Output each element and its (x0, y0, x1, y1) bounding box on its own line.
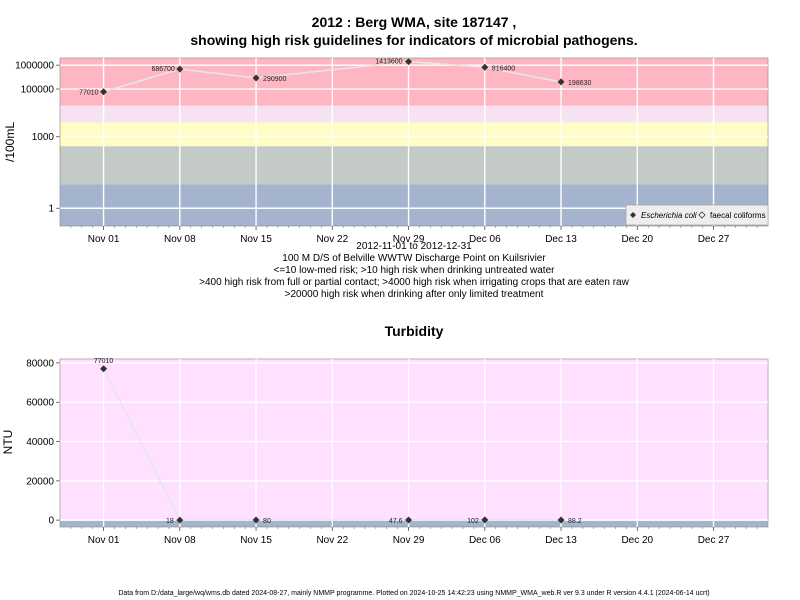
chart1-ytick-label-3: 1000000 (15, 61, 54, 72)
chart2-title: Turbidity (385, 323, 444, 339)
chart1-xtick-label-3: Nov 22 (316, 234, 348, 245)
chart1-xtick-label-2: Nov 15 (240, 234, 272, 245)
chart2-xtick-label-5: Dec 06 (469, 535, 501, 546)
chart2-bands (59, 358, 769, 528)
chart2-y-ticks: 0 20000 40000 60000 80000 (26, 358, 60, 527)
chart1-ytick-label-1: 1000 (32, 132, 55, 143)
chart2-data-point-1 (176, 516, 184, 524)
chart2-plot-border (59, 358, 769, 528)
chart1-xtick-label-8: Dec 27 (698, 234, 730, 245)
legend-box (625, 204, 769, 226)
chart1-data-point-0 (100, 88, 108, 96)
chart1-title-line2: showing high risk guidelines for indicat… (190, 32, 637, 48)
chart2-data-point-3 (405, 516, 413, 524)
chart1-xtick-label-7: Dec 20 (621, 234, 653, 245)
chart1-y-ticks: 1 1000 100000 1000000 (15, 61, 60, 215)
chart1-ytick-label-2: 100000 (21, 85, 55, 96)
chart2-xtick-label-7: Dec 20 (621, 535, 653, 546)
chart1-data-point-2 (252, 74, 260, 82)
chart1-series-line-0 (103, 60, 562, 93)
chart2-xtick-label-6: Dec 13 (545, 535, 577, 546)
chart2-series: 77010 18 80 47.6 102 88.2 (94, 358, 582, 525)
chart1-y-axis-label: /100mL (3, 122, 17, 162)
chart2-ytick-label-3: 60000 (26, 398, 54, 409)
chart1-caption-line4: >400 high risk from full or partial cont… (199, 277, 629, 288)
chart2-data-label-0: 77010 (94, 358, 114, 365)
chart1-data-label-1: 686700 (151, 66, 174, 73)
footer-note: Data from D:/data_large/wq/wms.db dated … (118, 590, 709, 597)
chart1-band-3 (60, 105, 768, 123)
chart1-xtick-label-5: Dec 06 (469, 234, 501, 245)
chart1-caption-line1: 2012-11-01 to 2012-12-31 (356, 241, 472, 252)
chart1-data-point-4 (481, 63, 489, 71)
chart1-caption-line2: 100 M D/S of Belville WWTW Discharge Poi… (282, 253, 546, 264)
chart1-data-label-3: 1413600 (375, 59, 402, 66)
chart1-caption-line3: <=10 low-med risk; >10 high risk when dr… (274, 265, 556, 276)
chart1-risk-bands (59, 57, 769, 227)
chart1-band-4 (60, 58, 768, 106)
chart2-xtick-label-4: Nov 29 (393, 535, 425, 546)
chart2-xtick-label-1: Nov 08 (164, 535, 196, 546)
chart2-xtick-label-0: Nov 01 (88, 535, 120, 546)
chart2-data-label-3: 47.6 (389, 518, 403, 525)
chart1-xtick-label-1: Nov 08 (164, 234, 196, 245)
chart1-xtick-label-6: Dec 13 (545, 234, 577, 245)
chart2-ytick-label-0: 0 (48, 516, 54, 527)
chart1-data-label-4: 816400 (492, 65, 515, 72)
chart2-ytick-label-1: 20000 (26, 476, 54, 487)
chart1-plot-border (59, 57, 769, 227)
chart1-xtick-label-0: Nov 01 (88, 234, 120, 245)
chart1-legend: Escherichia coli faecal coliforms (625, 204, 769, 226)
chart1-data-point-3 (405, 58, 413, 66)
chart2-data-point-4 (481, 516, 489, 524)
chart1-data-label-0: 77010 (79, 90, 99, 97)
legend-item-faecal: faecal coliforms (710, 211, 766, 220)
chart1-grid (60, 58, 768, 226)
chart1-band-1 (60, 146, 768, 185)
chart2-series-line-0 (102, 368, 562, 521)
chart2-data-label-4: 102 (467, 518, 479, 525)
chart2-xtick-label-8: Dec 27 (698, 535, 730, 546)
chart2-xtick-label-3: Nov 22 (316, 535, 348, 546)
chart2-band-0 (60, 520, 768, 527)
chart2-data-point-0 (100, 365, 108, 373)
legend-item-ecoli: Escherichia coli (641, 211, 697, 220)
chart1-data-label-2: 290900 (263, 76, 286, 83)
chart2-data-point-5 (557, 516, 565, 524)
chart2-data-label-1: 18 (166, 518, 174, 525)
chart2-data-point-2 (252, 516, 260, 524)
chart2-x-ticks: Nov 01 Nov 08 Nov 15 Nov 22 Nov 29 Dec 06 Dec … (70, 527, 758, 546)
chart2-y-axis-label: NTU (1, 430, 15, 455)
chart1-xtick-label-4: Nov 29 (393, 234, 425, 245)
chart1-caption-line5: >20000 high risk when drinking after onl… (285, 289, 544, 300)
chart1-ytick-label-0: 1 (48, 204, 54, 215)
chart1-data-point-1 (176, 65, 184, 73)
chart1-series: 77010 686700 290900 1413600 816400 198630 (79, 58, 592, 97)
chart1-x-ticks: Nov 01 Nov 08 Nov 15 Nov 22 Nov 29 Dec 06 Dec … (70, 226, 758, 245)
chart2-ytick-label-4: 80000 (26, 358, 54, 369)
chart1-title-line1: 2012 : Berg WMA, site 187147 , (312, 14, 517, 30)
chart1-band-2 (60, 122, 768, 147)
chart1-data-label-5: 198630 (568, 80, 591, 87)
legend-marker-faecal (698, 211, 706, 219)
chart2-ytick-label-2: 40000 (26, 437, 54, 448)
chart2-data-label-5: 88.2 (568, 518, 582, 525)
chart2-xtick-label-2: Nov 15 (240, 535, 272, 546)
chart2-band-1 (60, 359, 768, 521)
chart2-data-label-2: 80 (263, 518, 271, 525)
legend-marker-ecoli (630, 212, 636, 218)
chart1-data-point-5 (557, 78, 565, 86)
